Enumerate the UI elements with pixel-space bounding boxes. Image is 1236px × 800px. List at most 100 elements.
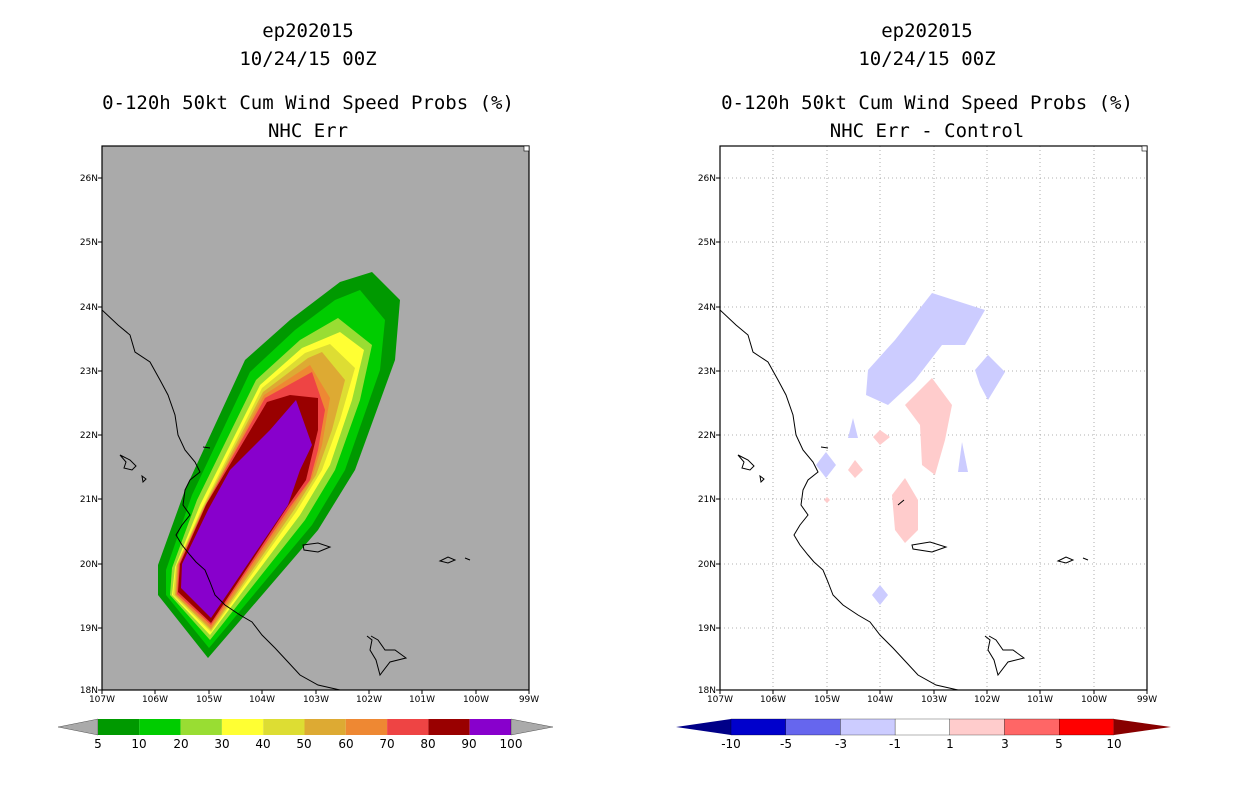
- diff-area-positive: [824, 497, 830, 503]
- diff-area-positive: [848, 460, 863, 478]
- left-coastline: [102, 309, 471, 690]
- right-storm-id: ep202015: [881, 20, 973, 42]
- lat-label: 23N: [698, 367, 716, 377]
- colorbar-bin: [304, 719, 346, 735]
- colorbar-label: 3: [1001, 737, 1009, 751]
- lat-label: 19N: [698, 624, 716, 634]
- left-probability-contours: [102, 272, 471, 690]
- right-datetime: 10/24/15 00Z: [858, 48, 995, 70]
- diff-area-positive: [873, 430, 890, 445]
- lat-label: 26N: [80, 174, 98, 184]
- colorbar-bin: [387, 719, 429, 735]
- right-colorbar: -10 -5 -3 -1 1 3 5 10: [676, 718, 1171, 751]
- lon-label: 100W: [463, 695, 489, 705]
- diff-area-positive: [905, 378, 952, 475]
- left-tick-marks: [98, 177, 530, 694]
- left-panel: ep202015 10/24/15 00Z 0-120h 50kt Cum Wi…: [57, 20, 554, 751]
- lon-label: 106W: [760, 695, 786, 705]
- lon-label: 101W: [409, 695, 435, 705]
- lat-label: 20N: [80, 560, 98, 570]
- left-datetime: 10/24/15 00Z: [239, 48, 376, 70]
- lon-label: 102W: [356, 695, 382, 705]
- colorbar-bin: [840, 718, 896, 736]
- colorbar-bin: [98, 719, 140, 735]
- prob-contour-100: [181, 400, 312, 618]
- colorbar-low-extension: [57, 718, 99, 736]
- right-subtitle: NHC Err - Control: [830, 120, 1024, 142]
- diff-area-positive: [892, 478, 918, 543]
- colorbar-bin: [139, 719, 181, 735]
- lat-label: 24N: [80, 303, 98, 313]
- lon-label: 104W: [249, 695, 275, 705]
- colorbar-label: -3: [835, 737, 847, 751]
- left-lat-axis: 18N 19N 20N 21N 22N 23N 24N 25N 26N: [80, 174, 98, 696]
- lat-label: 20N: [698, 560, 716, 570]
- colorbar-high-extension: [1114, 719, 1171, 735]
- colorbar-low-extension: [676, 719, 731, 735]
- colorbar-bin: [345, 719, 388, 735]
- lon-label: 99W: [1137, 695, 1157, 705]
- colorbar-label: 1: [946, 737, 954, 751]
- lon-label: 102W: [974, 695, 1000, 705]
- colorbar-bin: [263, 719, 305, 735]
- right-lat-axis: 18N 19N 20N 21N 22N 23N 24N 25N 26N: [698, 174, 716, 696]
- diff-area-negative: [975, 355, 1005, 400]
- lat-label: 25N: [80, 238, 98, 248]
- colorbar-label: 30: [214, 737, 229, 751]
- colorbar-high-extension: [510, 718, 554, 736]
- right-corner-mark: [1141, 145, 1148, 152]
- colorbar-bin: [469, 719, 511, 735]
- right-panel: ep202015 10/24/15 00Z 0-120h 50kt Cum Wi…: [676, 20, 1171, 751]
- colorbar-bin: [894, 718, 950, 736]
- colorbar-bin: [428, 719, 470, 735]
- colorbar-label: 5: [1055, 737, 1063, 751]
- lon-label: 104W: [867, 695, 893, 705]
- lon-label: 101W: [1027, 695, 1053, 705]
- lon-label: 103W: [921, 695, 947, 705]
- diff-area-negative: [872, 585, 888, 605]
- left-lon-axis: 107W 106W 105W 104W 103W 102W 101W 100W …: [89, 695, 539, 705]
- colorbar-label: 5: [94, 737, 102, 751]
- lat-label: 21N: [698, 495, 716, 505]
- diff-area-negative: [958, 442, 968, 472]
- colorbar-bin: [1059, 718, 1115, 736]
- colorbar-bin: [180, 719, 222, 735]
- colorbar-label: 90: [461, 737, 476, 751]
- colorbar-bin: [949, 718, 1005, 736]
- colorbar-label: 40: [255, 737, 270, 751]
- colorbar-label: -1: [889, 737, 901, 751]
- lat-label: 25N: [698, 238, 716, 248]
- colorbar-label: 60: [338, 737, 353, 751]
- right-product-title: 0-120h 50kt Cum Wind Speed Probs (%): [721, 92, 1133, 114]
- diff-area-negative: [866, 293, 985, 405]
- lat-label: 22N: [80, 431, 98, 441]
- colorbar-bin: [221, 719, 264, 735]
- colorbar-label: 10: [131, 737, 146, 751]
- colorbar-label: 20: [173, 737, 188, 751]
- lat-label: 21N: [80, 495, 98, 505]
- colorbar-bin: [1004, 718, 1060, 736]
- right-coastline: [720, 309, 1089, 690]
- lon-label: 105W: [196, 695, 222, 705]
- right-difference-contours: [720, 293, 1089, 690]
- lat-label: 23N: [80, 367, 98, 377]
- lon-label: 100W: [1081, 695, 1107, 705]
- colorbar-label: 50: [296, 737, 311, 751]
- lat-label: 18N: [698, 686, 716, 696]
- lat-label: 19N: [80, 624, 98, 634]
- left-product-title: 0-120h 50kt Cum Wind Speed Probs (%): [102, 92, 514, 114]
- lat-label: 18N: [80, 686, 98, 696]
- right-tick-marks: [716, 177, 1148, 694]
- colorbar-label: 10: [1106, 737, 1121, 751]
- left-subtitle: NHC Err: [268, 120, 348, 142]
- colorbar-bin: [730, 718, 786, 736]
- colorbar-bin: [785, 718, 841, 736]
- right-lon-axis: 107W 106W 105W 104W 103W 102W 101W 100W …: [707, 695, 1157, 705]
- colorbar-label: -10: [721, 737, 741, 751]
- lon-label: 103W: [303, 695, 329, 705]
- left-storm-id: ep202015: [262, 20, 354, 42]
- diff-area-negative: [848, 418, 858, 438]
- lon-label: 99W: [519, 695, 539, 705]
- lon-label: 106W: [142, 695, 168, 705]
- lon-label: 107W: [89, 695, 115, 705]
